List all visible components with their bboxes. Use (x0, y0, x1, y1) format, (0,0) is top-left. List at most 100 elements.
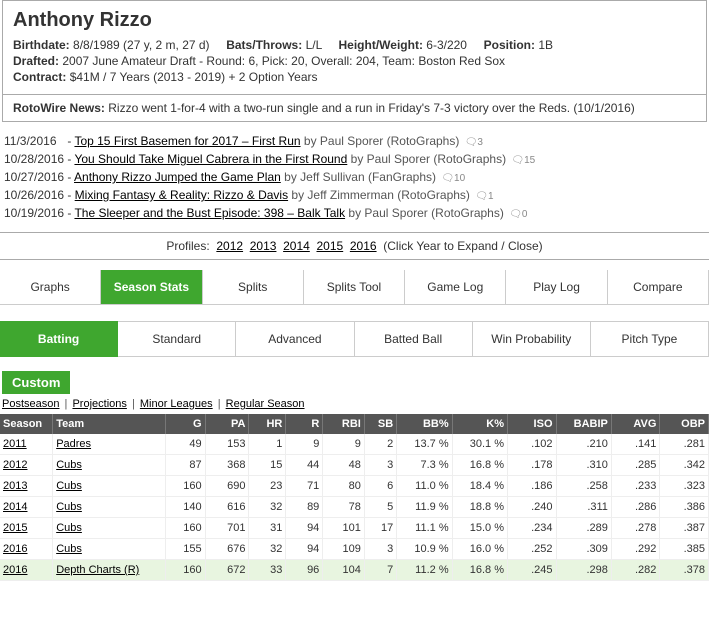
season-link[interactable]: 2013 (3, 480, 27, 492)
col-header[interactable]: BABIP (556, 414, 611, 434)
stats-table: SeasonTeamGPAHRRRBISBBB%K%ISOBABIPAVGOBP… (0, 414, 709, 581)
profile-year-link[interactable]: 2013 (250, 239, 277, 253)
filter-link[interactable]: Regular Season (226, 398, 305, 410)
cell-k: 15.0 % (452, 518, 507, 539)
article-link[interactable]: The Sleeper and the Bust Episode: 398 – … (74, 206, 345, 220)
cell-hr: 32 (249, 539, 286, 560)
team-link[interactable]: Cubs (56, 522, 82, 534)
subtab-standard[interactable]: Standard (118, 321, 236, 357)
team-link[interactable]: Cubs (56, 543, 82, 555)
cell-team: Cubs (53, 539, 166, 560)
col-header[interactable]: ISO (508, 414, 556, 434)
subtab-advanced[interactable]: Advanced (236, 321, 354, 357)
season-link[interactable]: 2014 (3, 501, 27, 513)
article-author: by Jeff Zimmerman (291, 188, 393, 202)
filter-link[interactable]: Minor Leagues (140, 398, 213, 410)
cell-r: 71 (286, 476, 323, 497)
cell-team: Cubs (53, 497, 166, 518)
cell-iso: .102 (508, 434, 556, 455)
comment-icon[interactable]: 🗨1 (475, 191, 493, 202)
profile-year-link[interactable]: 2014 (283, 239, 310, 253)
filter-link[interactable]: Postseason (2, 398, 59, 410)
season-link[interactable]: 2012 (3, 459, 27, 471)
season-link[interactable]: 2015 (3, 522, 27, 534)
cell-k: 18.4 % (452, 476, 507, 497)
cell-sb: 3 (364, 539, 396, 560)
team-link[interactable]: Padres (56, 438, 91, 450)
cell-team: Padres (53, 434, 166, 455)
cell-pa: 701 (205, 518, 249, 539)
cell-sb: 3 (364, 455, 396, 476)
cell-season: 2016 (0, 539, 53, 560)
col-header[interactable]: K% (452, 414, 507, 434)
tab-play-log[interactable]: Play Log (506, 270, 607, 304)
col-header[interactable]: AVG (611, 414, 659, 434)
tab-splits[interactable]: Splits (203, 270, 304, 304)
table-row: 2011Padres49153199213.7 %30.1 %.102.210.… (0, 434, 709, 455)
profile-year-link[interactable]: 2016 (350, 239, 377, 253)
cell-g: 155 (166, 539, 205, 560)
col-header[interactable]: BB% (397, 414, 452, 434)
col-header[interactable]: HR (249, 414, 286, 434)
cell-iso: .240 (508, 497, 556, 518)
cell-babip: .258 (556, 476, 611, 497)
tab-compare[interactable]: Compare (608, 270, 709, 304)
team-link[interactable]: Cubs (56, 459, 82, 471)
tab-season-stats[interactable]: Season Stats (101, 270, 202, 304)
col-header[interactable]: SB (364, 414, 396, 434)
profile-year-link[interactable]: 2012 (216, 239, 243, 253)
profiles-label: Profiles: (166, 239, 209, 253)
cell-g: 160 (166, 560, 205, 581)
article-link[interactable]: Top 15 First Basemen for 2017 – First Ru… (74, 134, 300, 148)
team-link[interactable]: Cubs (56, 501, 82, 513)
subtab-win-probability[interactable]: Win Probability (473, 321, 591, 357)
article-link[interactable]: Anthony Rizzo Jumped the Game Plan (74, 170, 281, 184)
cell-avg: .286 (611, 497, 659, 518)
article-author: by Jeff Sullivan (284, 170, 365, 184)
cell-avg: .282 (611, 560, 659, 581)
player-name: Anthony Rizzo (13, 9, 696, 32)
season-link[interactable]: 2016 (3, 543, 27, 555)
col-header[interactable]: G (166, 414, 205, 434)
cell-obp: .378 (660, 560, 709, 581)
comment-icon[interactable]: 🗨10 (441, 173, 465, 184)
cell-k: 30.1 % (452, 434, 507, 455)
bio-line-3: Contract: $41M / 7 Years (2013 - 2019) +… (13, 70, 696, 84)
subtab-batted-ball[interactable]: Batted Ball (355, 321, 473, 357)
article-date: 11/3/2016 (4, 134, 64, 148)
profile-year-link[interactable]: 2015 (316, 239, 343, 253)
team-link[interactable]: Depth Charts (R) (56, 564, 139, 576)
article-source: (RotoGraphs) (397, 188, 470, 202)
col-header[interactable]: PA (205, 414, 249, 434)
col-header[interactable]: OBP (660, 414, 709, 434)
cell-r: 44 (286, 455, 323, 476)
cell-season: 2014 (0, 497, 53, 518)
article-row: 10/26/2016 - Mixing Fantasy & Reality: R… (4, 186, 705, 204)
cell-g: 160 (166, 518, 205, 539)
contract-value: $41M / 7 Years (2013 - 2019) + 2 Option … (70, 70, 318, 84)
article-link[interactable]: You Should Take Miguel Cabrera in the Fi… (74, 152, 347, 166)
cell-season: 2015 (0, 518, 53, 539)
filter-link[interactable]: Projections (72, 398, 126, 410)
col-header[interactable]: RBI (323, 414, 365, 434)
comment-icon[interactable]: 🗨3 (465, 137, 483, 148)
article-date: 10/19/2016 (4, 206, 64, 220)
col-header[interactable]: Team (53, 414, 166, 434)
tab-game-log[interactable]: Game Log (405, 270, 506, 304)
subtab-pitch-type[interactable]: Pitch Type (591, 321, 709, 357)
table-row: 2014Cubs140616328978511.9 %18.8 %.240.31… (0, 497, 709, 518)
col-header[interactable]: R (286, 414, 323, 434)
cell-obp: .323 (660, 476, 709, 497)
tab-graphs[interactable]: Graphs (0, 270, 101, 304)
comment-icon[interactable]: 🗨15 (511, 155, 535, 166)
profiles-bar: Profiles: 2012 2013 2014 2015 2016 (Clic… (0, 232, 709, 260)
season-link[interactable]: 2016 (3, 564, 27, 576)
subtab-batting[interactable]: Batting (0, 321, 118, 357)
article-link[interactable]: Mixing Fantasy & Reality: Rizzo & Davis (75, 188, 288, 202)
article-source: (FanGraphs) (368, 170, 436, 184)
team-link[interactable]: Cubs (56, 480, 82, 492)
season-link[interactable]: 2011 (3, 438, 27, 450)
col-header[interactable]: Season (0, 414, 53, 434)
tab-splits-tool[interactable]: Splits Tool (304, 270, 405, 304)
comment-icon[interactable]: 🗨0 (509, 209, 527, 220)
